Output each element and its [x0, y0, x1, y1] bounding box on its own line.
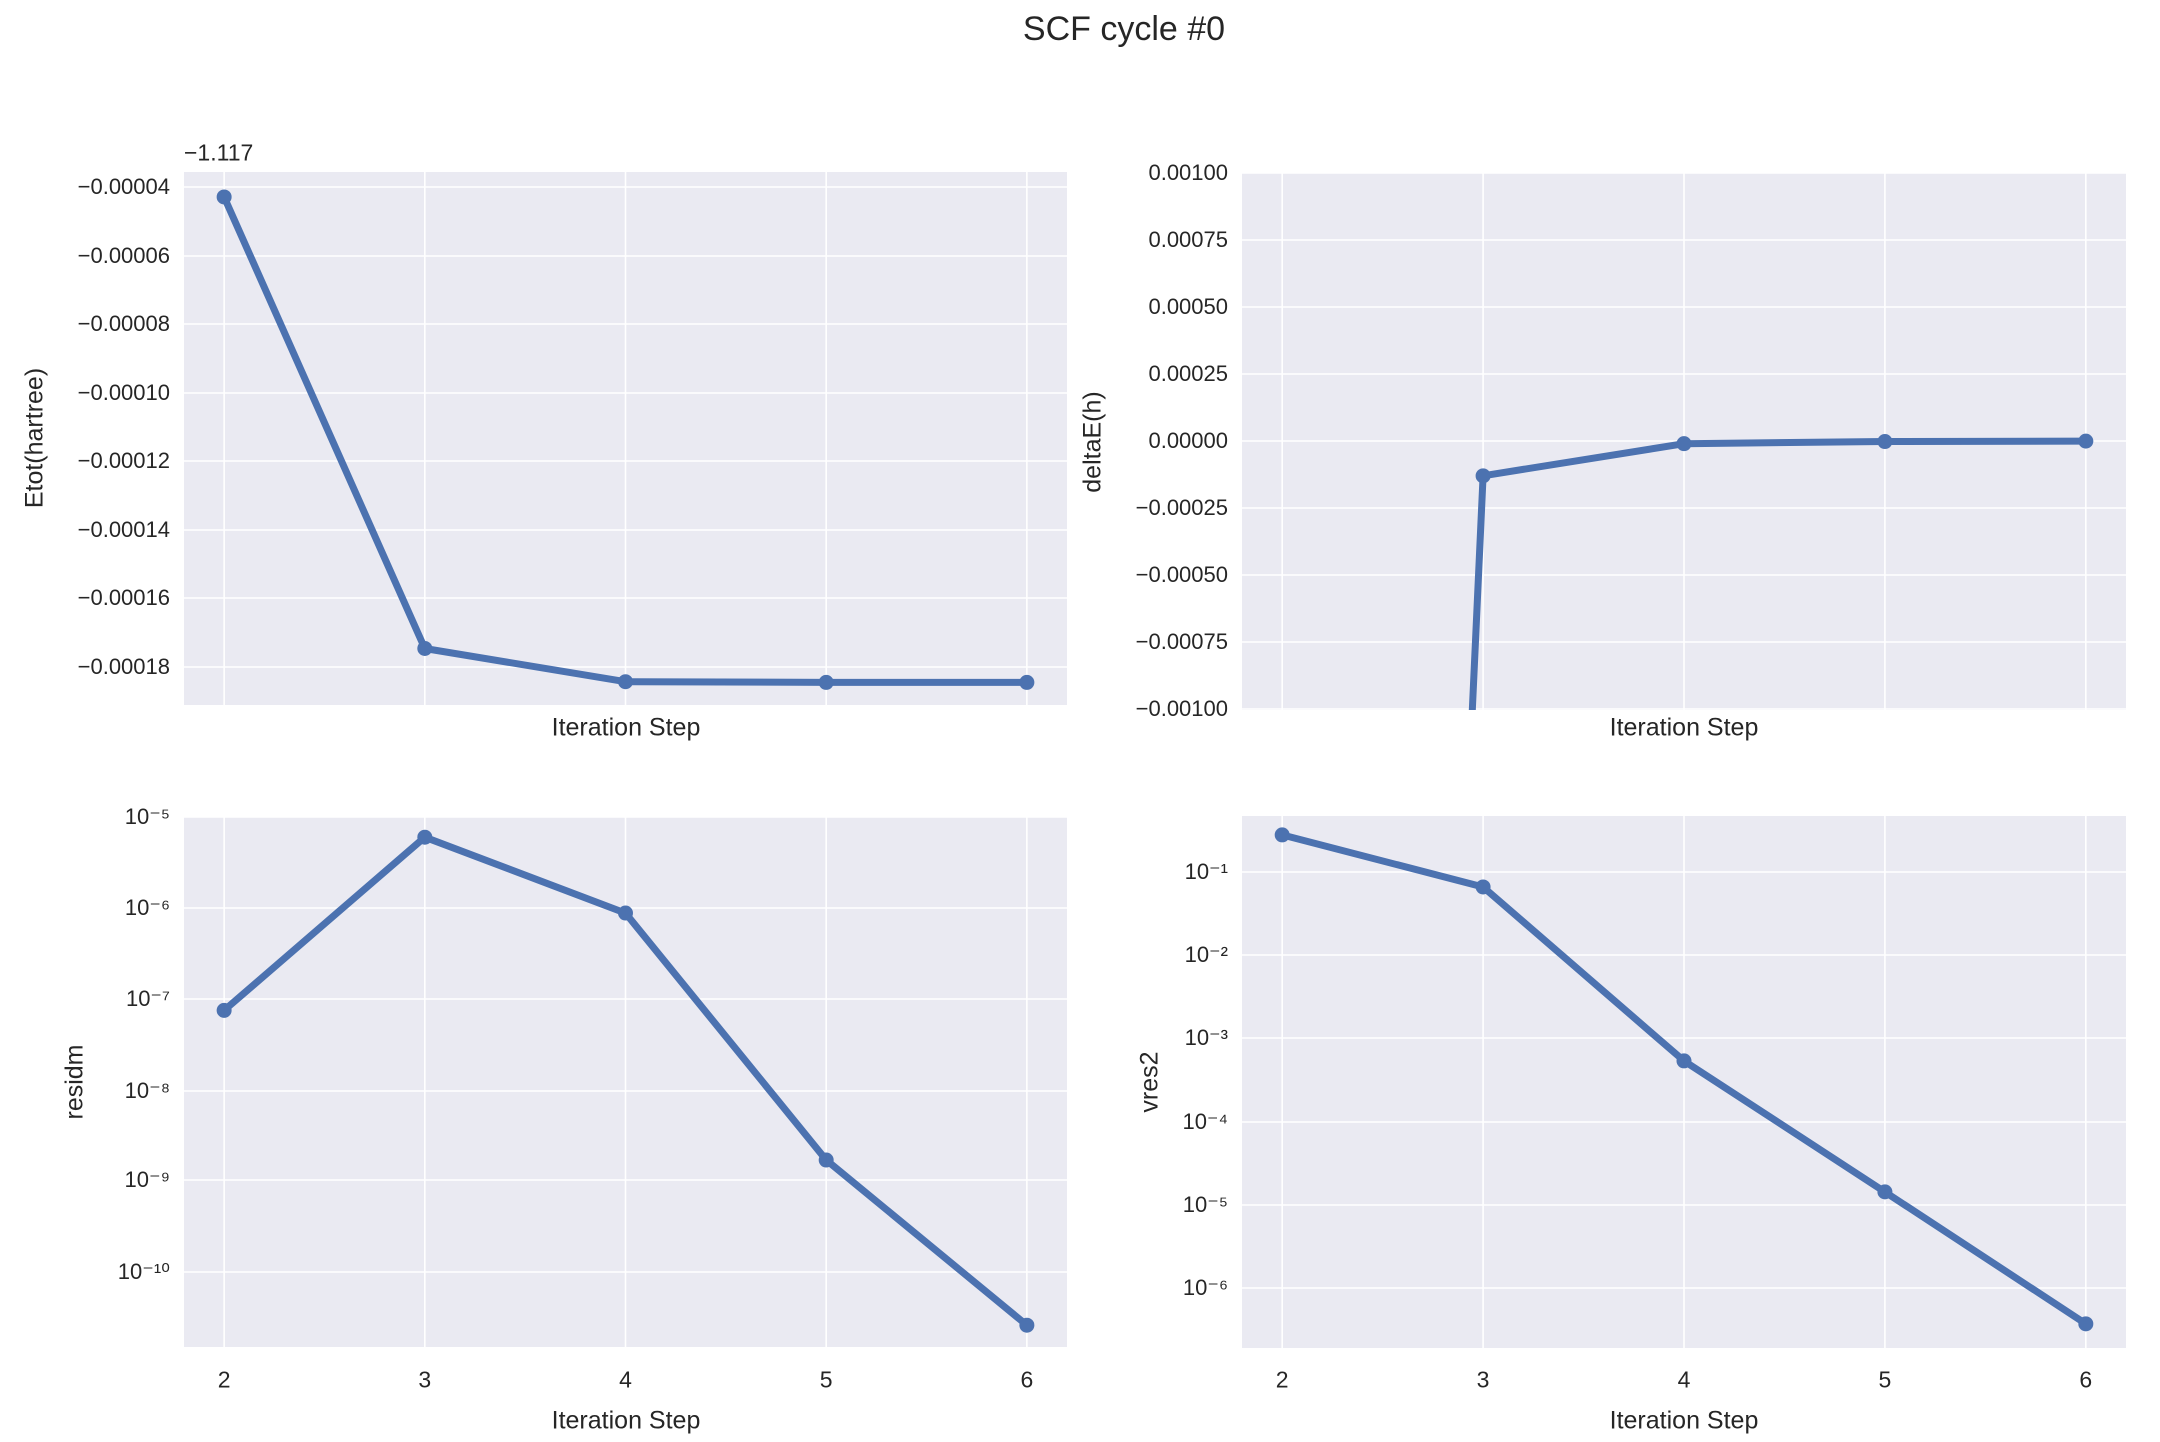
y-tick-label: 10⁻¹⁰ [117, 1259, 170, 1284]
y-tick-label: 10⁻¹ [1184, 859, 1228, 884]
y-tick-label: 10⁻⁸ [124, 1078, 170, 1103]
y-tick-label: 10⁻³ [1184, 1025, 1228, 1050]
y-axis-label: vres2 [1135, 1051, 1164, 1113]
y-tick-label: −0.00004 [77, 174, 170, 199]
y-tick-label: 10⁻⁷ [125, 986, 170, 1011]
y-tick-label: 0.00050 [1148, 294, 1228, 319]
y-tick-label: −0.00016 [77, 585, 170, 610]
y-tick-label: −0.00008 [77, 311, 170, 336]
x-tick-label: 4 [1677, 1366, 1691, 1393]
figure-title: SCF cycle #0 [1022, 10, 1226, 48]
y-tick-label: −0.00025 [1135, 495, 1228, 520]
y-tick-label: −0.00018 [77, 654, 170, 679]
x-axis-label: Iteration Step [1609, 713, 1759, 742]
plot-area-residm [184, 817, 1067, 1347]
y-tick-label: 10⁻⁶ [124, 895, 170, 920]
x-tick-label: 3 [1476, 1366, 1490, 1393]
x-tick-label: 3 [418, 1366, 432, 1393]
x-axis-label: Iteration Step [551, 1406, 701, 1435]
y-tick-label: 0.00000 [1148, 428, 1228, 453]
y-tick-label: 10⁻⁹ [124, 1167, 170, 1192]
y-tick-label: 10⁻⁵ [1182, 1192, 1228, 1217]
y-tick-label: −0.00006 [77, 243, 170, 268]
plot-area-deltae [1242, 173, 2126, 710]
y-tick-label: 0.00100 [1148, 160, 1228, 185]
y-tick-label: 0.00075 [1148, 227, 1228, 252]
y-tick-label: −0.00075 [1135, 629, 1228, 654]
x-tick-label: 4 [619, 1366, 632, 1393]
y-tick-label: −0.00012 [77, 448, 170, 473]
y-axis-label: Etot(hartree) [20, 367, 49, 509]
x-tick-label: 6 [1020, 1366, 1034, 1393]
x-tick-label: 5 [1878, 1366, 1892, 1393]
x-tick-label: 2 [217, 1366, 231, 1393]
y-tick-label: 0.00025 [1148, 361, 1228, 386]
plot-area-etot [184, 172, 1067, 705]
y-tick-label: 10⁻⁴ [1182, 1109, 1228, 1134]
y-tick-label: −0.00100 [1135, 696, 1228, 721]
y-axis-label: residm [60, 1044, 89, 1120]
y-tick-label: −0.00014 [77, 517, 170, 542]
x-axis-label: Iteration Step [551, 713, 701, 742]
x-axis-label: Iteration Step [1609, 1406, 1759, 1435]
x-tick-label: 6 [2079, 1366, 2093, 1393]
plot-area-vres2 [1242, 816, 2126, 1348]
y-axis-label: deltaE(h) [1078, 391, 1107, 493]
y-axis-offset-label: −1.117 [184, 139, 254, 166]
y-tick-label: 10⁻⁶ [1182, 1275, 1228, 1300]
x-tick-label: 2 [1275, 1366, 1289, 1393]
x-tick-label: 5 [819, 1366, 833, 1393]
y-tick-label: −0.00010 [77, 380, 170, 405]
y-tick-label: −0.00050 [1135, 562, 1228, 587]
y-tick-label: 10⁻² [1184, 942, 1228, 967]
y-tick-label: 10⁻⁵ [124, 804, 170, 829]
